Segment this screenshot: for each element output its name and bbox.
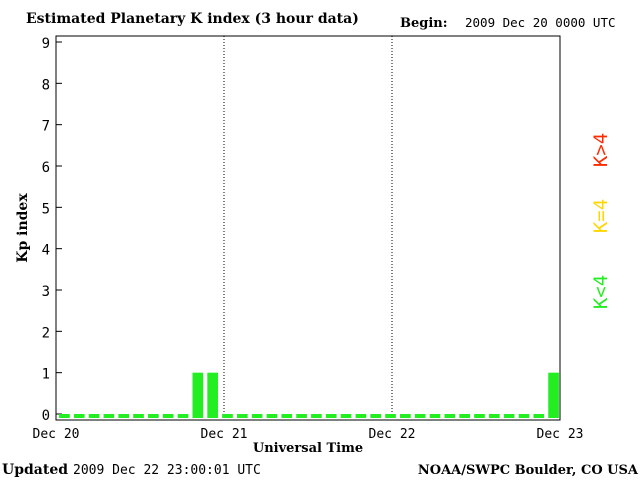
updated-label: Updated: [2, 462, 68, 478]
kp-bar: [325, 414, 337, 418]
source-credit: NOAA/SWPC Boulder, CO USA: [418, 463, 639, 478]
kp-bar: [118, 414, 130, 418]
kp-bar: [192, 372, 204, 418]
kp-bar: [296, 414, 307, 418]
kp-bar: [88, 414, 100, 418]
x-tick-label: Dec 21: [201, 427, 248, 442]
kp-bar: [548, 372, 559, 418]
y-tick-label: 1: [42, 367, 50, 383]
kp-bar: [503, 414, 515, 418]
legend-k-less-4: K<4: [590, 275, 612, 309]
kp-bar: [162, 414, 174, 418]
kp-bar: [222, 414, 233, 418]
y-tick-label: 8: [42, 77, 50, 93]
plot-area: [55, 35, 561, 421]
y-axis-label: Kp index: [15, 193, 31, 263]
kp-bar: [103, 414, 115, 418]
bar-series: [59, 372, 559, 418]
y-tick-label: 5: [42, 201, 50, 217]
kp-bar: [340, 414, 352, 418]
y-tick-label: 3: [42, 284, 50, 300]
kp-bar: [400, 414, 411, 418]
kp-bar: [370, 414, 382, 418]
kp-bar: [281, 414, 293, 418]
kp-bar: [518, 414, 530, 418]
y-tick-label: 0: [42, 408, 50, 424]
legend-k-greater-4: K>4: [590, 133, 612, 167]
kp-bar: [177, 414, 189, 418]
x-tick-label: Dec 22: [369, 427, 416, 442]
updated-value: 2009 Dec 22 23:00:01 UTC: [73, 463, 261, 478]
kp-bar: [251, 414, 263, 418]
x-tick-label: Dec 20: [33, 427, 80, 442]
kp-bar: [488, 414, 500, 418]
x-axis-label: Universal Time: [253, 441, 363, 456]
kp-bar: [414, 414, 426, 418]
kp-bar: [474, 414, 485, 418]
legend-k-equal-4: K=4: [590, 199, 612, 233]
day-separators: [223, 36, 393, 420]
kp-bar: [266, 414, 278, 418]
y-tick-label: 6: [42, 160, 50, 176]
kp-bar: [73, 414, 85, 418]
kp-bar: [429, 414, 441, 418]
kp-bar: [148, 414, 159, 418]
chart-title: Estimated Planetary K index (3 hour data…: [26, 11, 359, 27]
kp-bar: [59, 414, 70, 418]
kp-bar: [444, 414, 456, 418]
kp-bar: [236, 414, 248, 418]
x-tick-label: Dec 23: [537, 427, 584, 442]
kp-bar: [133, 414, 144, 418]
kp-bar: [355, 414, 367, 418]
begin-label: Begin:: [400, 16, 448, 31]
kp-bar: [385, 414, 396, 418]
begin-value: 2009 Dec 20 0000 UTC: [465, 15, 616, 30]
y-axis: 0 1 2 3 4 5 6 7 8 9: [42, 36, 62, 424]
kp-bar: [207, 372, 218, 418]
x-axis: Dec 20 Dec 21 Dec 22 Dec 23: [33, 427, 584, 442]
kp-bar: [459, 414, 470, 418]
kp-bar: [311, 414, 322, 418]
y-tick-label: 9: [42, 36, 50, 52]
y-tick-label: 4: [42, 243, 50, 259]
kp-bar: [533, 414, 545, 418]
y-tick-label: 2: [42, 325, 50, 341]
y-tick-label: 7: [42, 119, 50, 135]
